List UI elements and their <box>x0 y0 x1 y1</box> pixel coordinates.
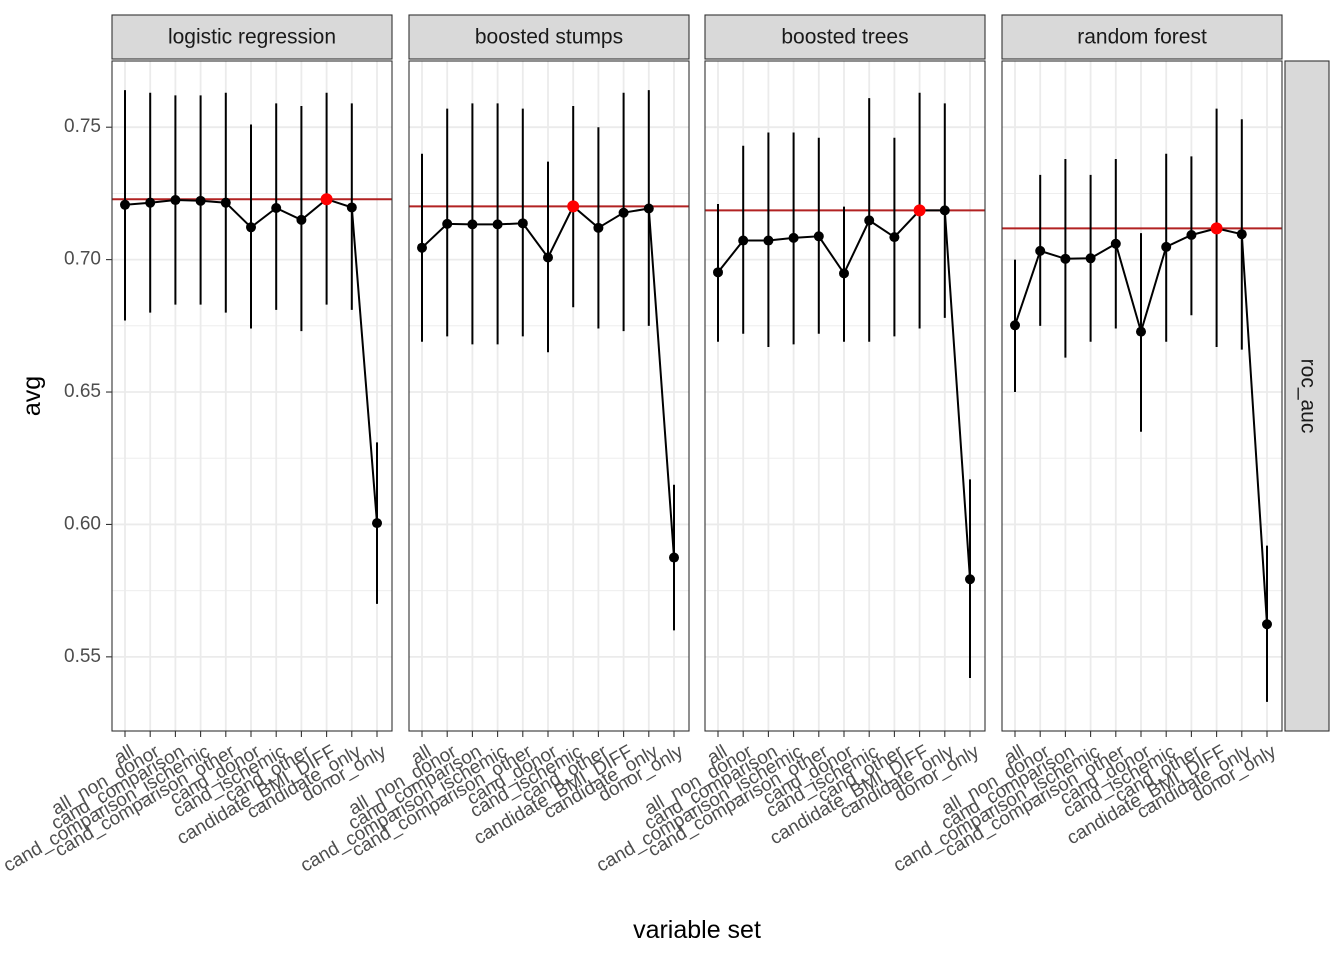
panel-border <box>111 60 393 732</box>
data-point <box>271 202 282 213</box>
data-point <box>965 574 975 585</box>
panel-random-forest: random forestallall_non_donorcand_compar… <box>890 14 1283 877</box>
strip-box <box>704 14 986 60</box>
data-point <box>839 268 849 279</box>
data-point <box>1136 326 1146 337</box>
row-strip: roc_auc <box>1284 60 1330 732</box>
data-point <box>120 199 130 210</box>
data-point <box>195 195 206 206</box>
data-point <box>1110 238 1121 249</box>
strip-label: random forest <box>1077 26 1207 49</box>
row-strip-label: roc_auc <box>1296 359 1319 434</box>
data-point <box>1035 245 1046 256</box>
data-point <box>1236 229 1247 240</box>
strip-label: boosted stumps <box>475 26 623 49</box>
data-point <box>763 235 774 246</box>
data-point <box>372 518 382 529</box>
data-point <box>1262 619 1272 630</box>
y-tick-label: 0.55 <box>64 646 101 667</box>
panel-border <box>408 60 690 732</box>
data-point <box>939 205 950 216</box>
y-tick-label: 0.75 <box>64 116 101 137</box>
y-axis: 0.55 0.60 0.65 0.70 0.75 <box>64 116 112 667</box>
panel-logistic-regression: logistic regressionallall_non_donorcand_… <box>0 14 393 877</box>
data-point <box>713 267 723 278</box>
data-point <box>738 235 749 246</box>
strip-box <box>1001 14 1283 60</box>
highlight-point <box>913 204 926 217</box>
data-point <box>517 218 528 229</box>
data-point <box>1060 253 1071 264</box>
data-point <box>1161 241 1172 252</box>
strip-label: boosted trees <box>781 26 908 49</box>
y-tick-label: 0.60 <box>64 513 101 534</box>
data-point <box>643 203 654 214</box>
y-tick-label: 0.70 <box>64 249 101 270</box>
data-point <box>492 219 503 230</box>
panel-border <box>704 60 986 732</box>
data-point <box>593 222 604 233</box>
data-point <box>145 197 156 208</box>
data-point <box>417 242 427 253</box>
strip-label: logistic regression <box>168 26 336 49</box>
y-axis-title: avg <box>18 376 46 416</box>
data-point <box>864 215 875 226</box>
y-tick-label: 0.65 <box>64 381 101 402</box>
data-point <box>246 222 256 233</box>
row-strip-box <box>1284 60 1330 732</box>
panel-background <box>705 61 985 731</box>
data-point <box>889 232 900 243</box>
panel-background <box>409 61 689 731</box>
data-point <box>788 232 799 243</box>
data-point <box>170 195 181 206</box>
data-point <box>220 197 231 208</box>
highlight-point <box>1210 222 1223 235</box>
panel-border <box>1001 60 1283 732</box>
data-point <box>543 252 553 263</box>
data-point <box>669 552 679 563</box>
data-point <box>346 202 357 213</box>
strip-box <box>408 14 690 60</box>
data-point <box>296 214 307 225</box>
data-point <box>1085 253 1096 264</box>
data-point <box>442 218 453 229</box>
data-point <box>1010 320 1020 331</box>
data-point <box>467 219 478 230</box>
data-point <box>1186 229 1197 240</box>
x-axis-title: variable set <box>633 916 761 944</box>
strip-box <box>111 14 393 60</box>
highlight-point <box>320 193 333 206</box>
highlight-point <box>567 200 580 213</box>
data-point <box>618 207 629 218</box>
panels-layer: logistic regressionallall_non_donorcand_… <box>0 14 1283 877</box>
data-point <box>813 231 824 242</box>
